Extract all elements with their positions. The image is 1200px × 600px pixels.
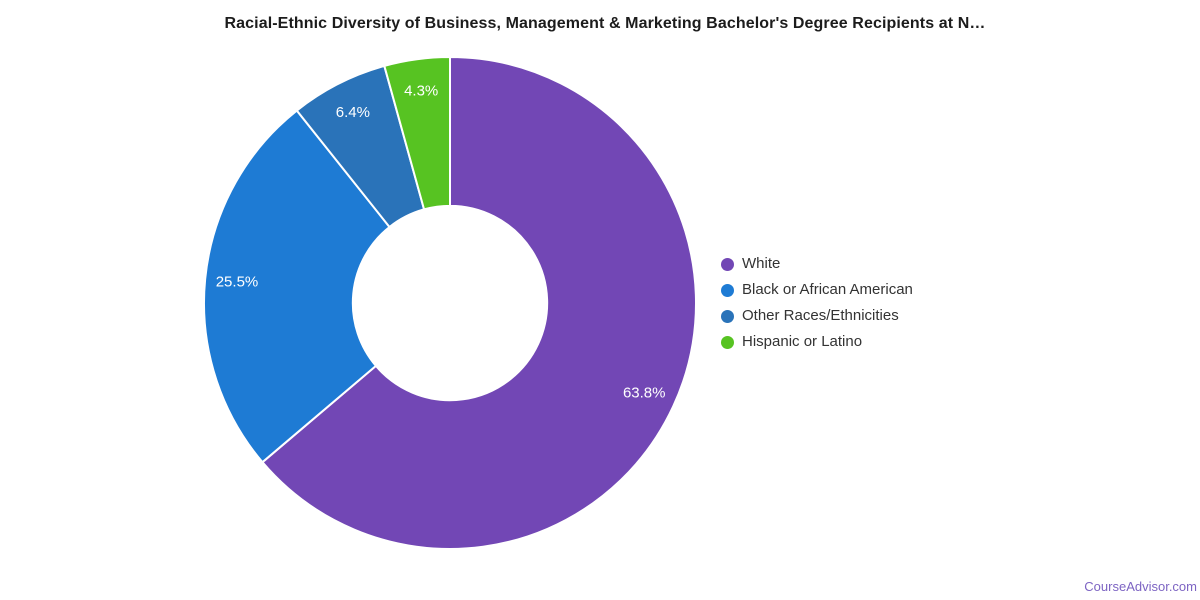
legend-item-white[interactable]: White <box>721 251 913 277</box>
legend-marker-icon <box>721 257 734 271</box>
legend-label: White <box>742 255 781 272</box>
slice-black-or-african-american[interactable] <box>203 109 391 464</box>
legend-marker-icon <box>721 335 734 349</box>
courseadvisor-link[interactable]: CourseAdvisor.com <box>1084 579 1197 594</box>
legend-item-hispanic-or-latino[interactable]: Hispanic or Latino <box>721 329 913 355</box>
chart-title: Racial-Ethnic Diversity of Business, Man… <box>224 15 986 32</box>
donut-slices <box>203 56 697 550</box>
legend-marker-icon <box>721 309 734 323</box>
legend-label: Hispanic or Latino <box>742 333 863 350</box>
slice-white[interactable] <box>261 56 697 550</box>
legend-marker-icon <box>721 283 734 297</box>
legend-item-black-or-african-american[interactable]: Black or African American <box>721 277 913 303</box>
legend-item-other-races-ethnicities[interactable]: Other Races/Ethnicities <box>721 303 913 329</box>
legend-label: Black or African American <box>742 281 913 298</box>
legend: White Black or African American Other Race… <box>721 251 913 355</box>
slice-hispanic-or-latino[interactable] <box>383 56 451 211</box>
legend-label: Other Races/Ethnicities <box>742 307 899 324</box>
